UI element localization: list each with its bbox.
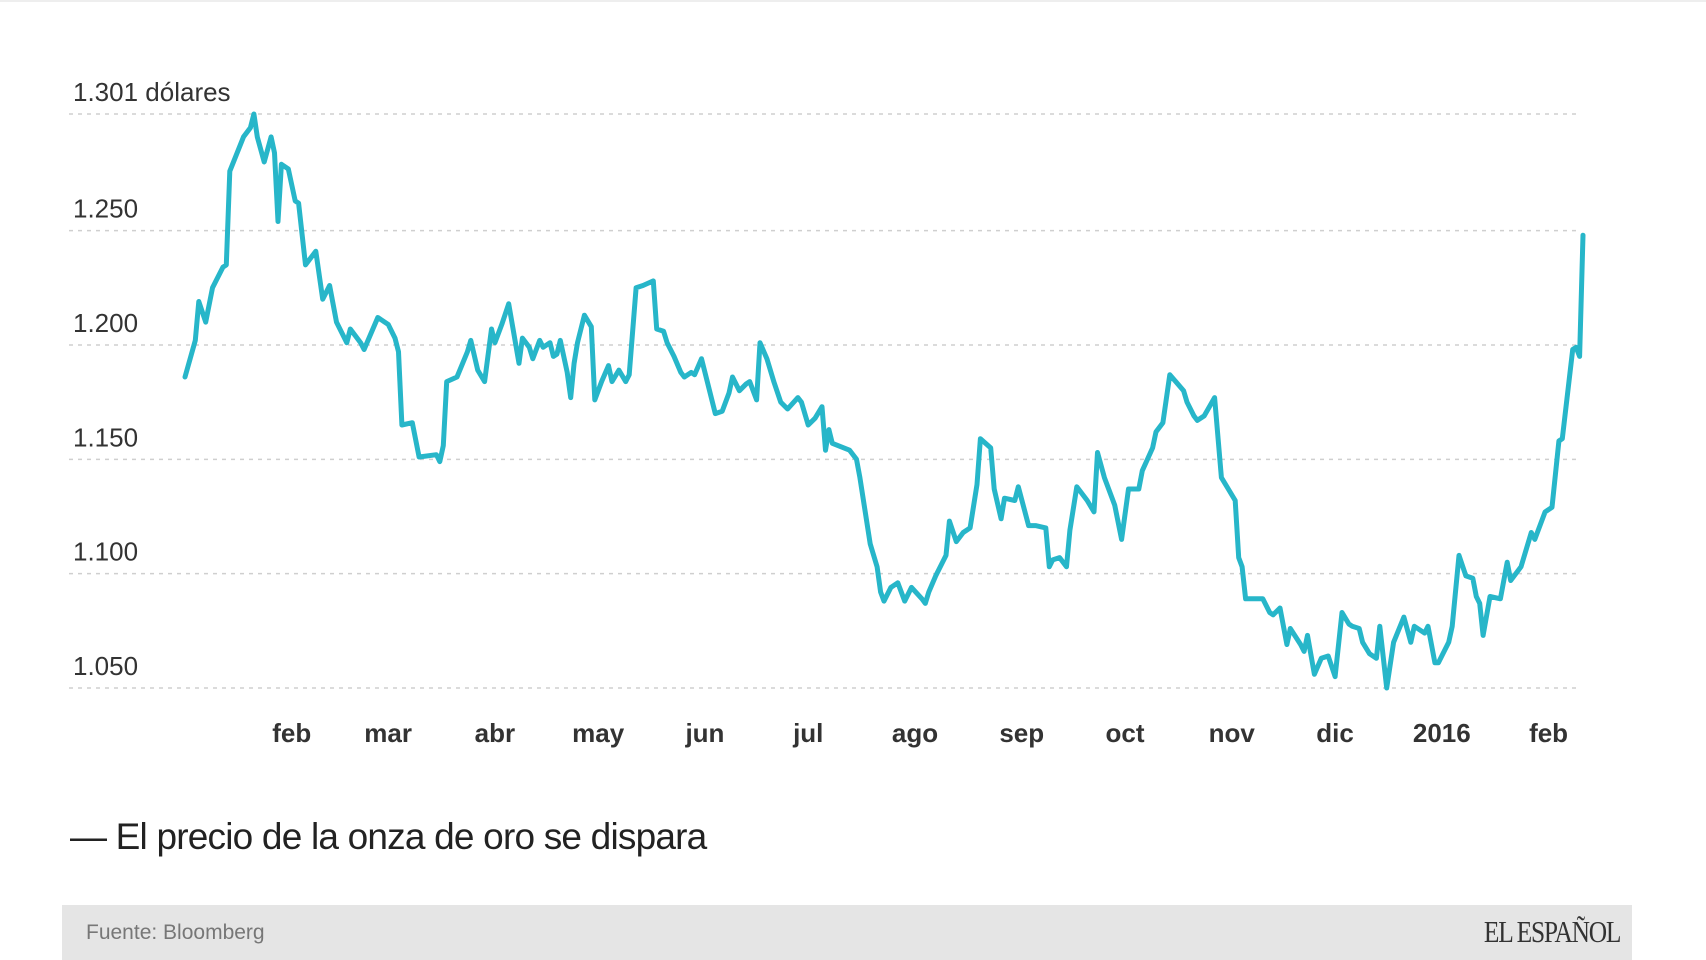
x-tick-label: dic bbox=[1316, 718, 1354, 748]
x-tick-label: feb bbox=[1529, 718, 1568, 748]
source-label: Fuente: Bloomberg bbox=[86, 921, 265, 944]
x-tick-label: nov bbox=[1209, 718, 1256, 748]
y-tick-label: 1.301 dólares bbox=[73, 77, 231, 107]
x-tick-label: ago bbox=[892, 718, 938, 748]
x-tick-label: feb bbox=[272, 718, 311, 748]
y-tick-label: 1.050 bbox=[73, 651, 138, 681]
gold-price-line-chart: 1.301 dólares 1.250 1.200 1.150 1.100 1.050 f… bbox=[69, 77, 1586, 748]
el-espanol-logo: EL ESPAÑOL bbox=[1483, 914, 1621, 949]
x-tick-label: may bbox=[572, 718, 625, 748]
footer-bar: Fuente: Bloomberg EL ESPAÑOL bbox=[62, 905, 1632, 960]
y-tick-label: 1.100 bbox=[73, 537, 138, 567]
y-tick-label: 1.200 bbox=[73, 308, 138, 338]
y-axis-labels: 1.301 dólares 1.250 1.200 1.150 1.100 1.050 bbox=[73, 77, 231, 681]
x-tick-label: jul bbox=[792, 718, 823, 748]
x-tick-label: sep bbox=[999, 718, 1044, 748]
x-tick-label: jun bbox=[684, 718, 724, 748]
y-tick-label: 1.150 bbox=[73, 422, 138, 452]
x-tick-label: abr bbox=[475, 718, 515, 748]
top-border bbox=[0, 0, 1706, 2]
x-tick-label: oct bbox=[1106, 718, 1145, 748]
chart-title: — El precio de la onza de oro se dispara bbox=[70, 816, 707, 857]
gold-price-series-line bbox=[182, 111, 1586, 691]
x-tick-label: mar bbox=[364, 718, 412, 748]
y-tick-label: 1.250 bbox=[73, 194, 138, 224]
x-tick-label: 2016 bbox=[1413, 718, 1471, 748]
x-axis-labels: feb mar abr may jun jul ago sep oct nov dic 2016 feb bbox=[272, 718, 1568, 748]
